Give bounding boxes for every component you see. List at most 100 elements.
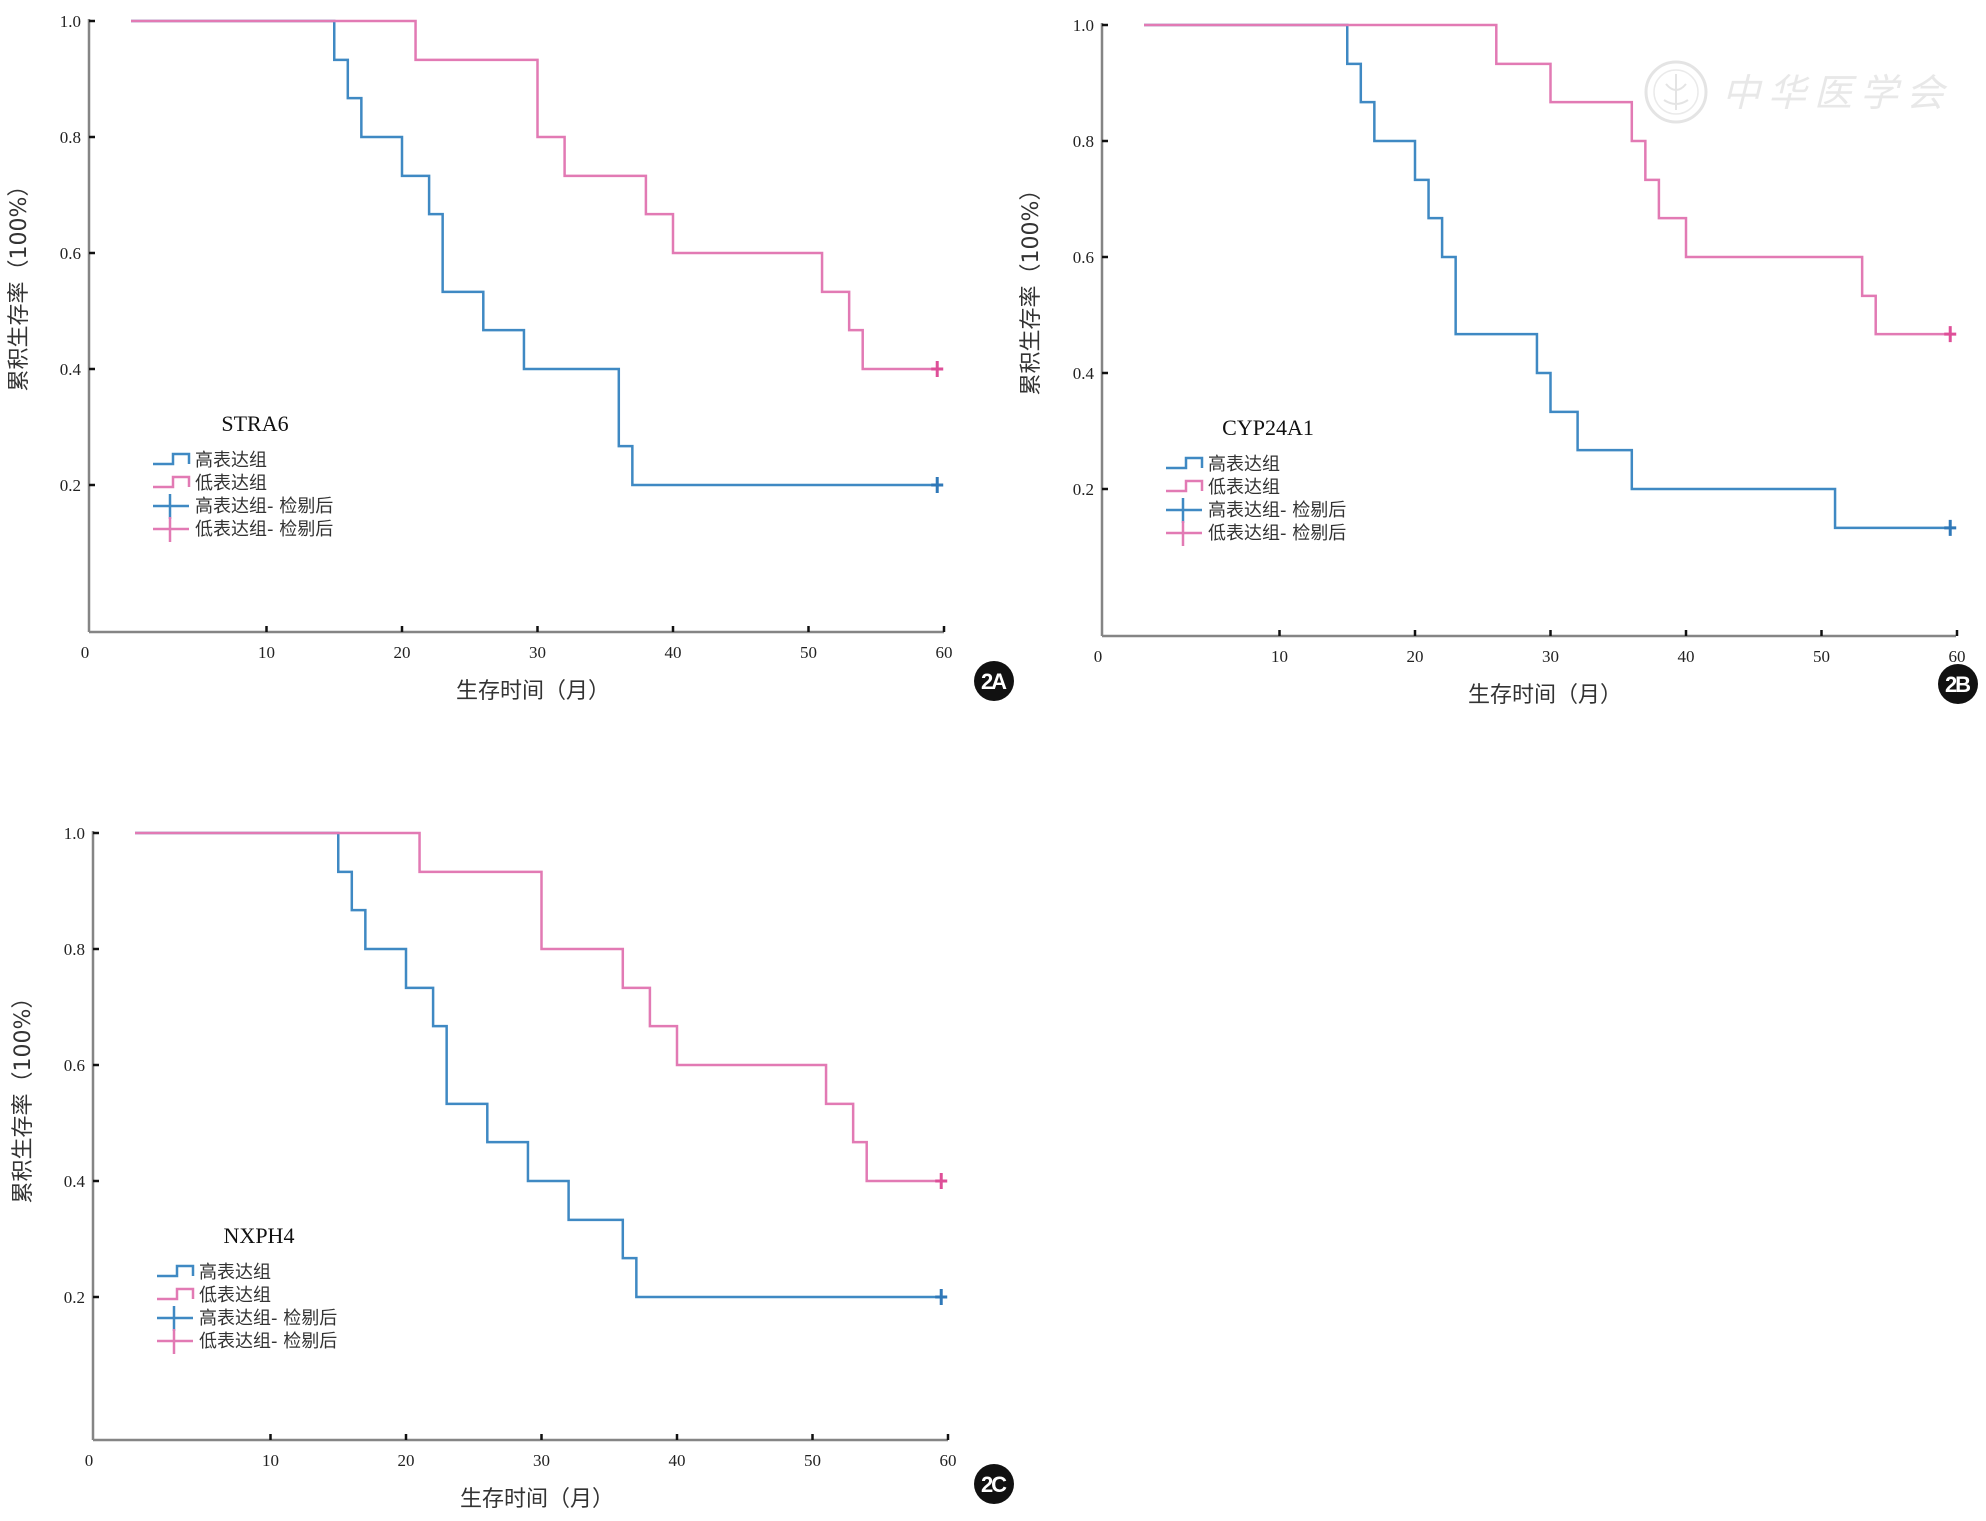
- x-tick-label: 30: [1542, 647, 1559, 666]
- x-tick-label: 10: [258, 643, 275, 662]
- x-axis-title: 生存时间（月）: [456, 679, 610, 704]
- y-tick-label: 0.6: [60, 244, 81, 263]
- panel-badge-label: 2C: [981, 1472, 1007, 1497]
- legend-label: 低表达组- 检剔后: [199, 1331, 337, 1352]
- panel-badge-label: 2A: [981, 669, 1007, 694]
- x-tick-label: 0: [1094, 647, 1103, 666]
- y-tick-label: 0.8: [60, 128, 81, 147]
- y-tick-label: 0.6: [1073, 248, 1094, 267]
- survival-curve-high: [1144, 23, 1951, 530]
- legend-line-low-icon: [1166, 479, 1204, 493]
- gene-title: CYP24A1: [1222, 415, 1314, 440]
- legend-censor-low-icon: [157, 1329, 193, 1354]
- watermark: 中华医学会: [1644, 60, 1952, 124]
- km-panel-2b: 0.2 0.4 0.6 0.8 1.0 0 10 20 30 40 50 60 生存时间（月） 累积生存率…: [1019, 16, 1978, 708]
- legend-label: 低表达组: [195, 473, 267, 494]
- km-panel-2c: 0.2 0.4 0.6 0.8 1.0 0 10 20 30 40 50 60 生存时间（月） 累积生存率…: [11, 824, 1014, 1512]
- legend-line-high-icon: [157, 1264, 195, 1278]
- x-tick-label: 60: [1949, 647, 1966, 666]
- legend-line-low-icon: [157, 1287, 195, 1301]
- panel-badge-circle: [1938, 664, 1978, 704]
- x-tick-label: 40: [1678, 647, 1695, 666]
- legend-line-high-icon: [153, 452, 191, 466]
- gene-title: STRA6: [221, 411, 288, 436]
- panel-badge-circle: [974, 661, 1014, 701]
- x-tick-label: 60: [940, 1451, 957, 1470]
- survival-curve-low: [135, 831, 942, 1183]
- legend-label: 高表达组- 检剔后: [199, 1308, 337, 1329]
- gene-title: NXPH4: [224, 1223, 295, 1248]
- y-tick-label: 0.4: [1073, 364, 1095, 383]
- x-axis-title: 生存时间（月）: [1468, 683, 1622, 708]
- legend-label: 高表达组- 检剔后: [195, 496, 333, 517]
- x-tick-label: 50: [800, 643, 817, 662]
- y-axis-title: 累积生存率（100%）: [7, 175, 32, 392]
- censor-mark-low: [1944, 326, 1957, 343]
- censor-mark-high: [931, 477, 944, 493]
- society-seal-icon: [1644, 60, 1708, 124]
- legend-label: 高表达组- 检剔后: [1208, 500, 1346, 521]
- x-tick-label: 20: [394, 643, 411, 662]
- panel-badge-circle: [974, 1464, 1014, 1504]
- x-tick-label: 20: [398, 1451, 415, 1470]
- y-tick-label: 0.2: [1073, 480, 1094, 499]
- legend-censor-high-icon: [1166, 498, 1202, 523]
- censor-mark-low: [935, 1173, 948, 1189]
- legend-line-high-icon: [1166, 456, 1204, 470]
- survival-curve-low: [1144, 23, 1951, 336]
- y-axis-title: 累积生存率（100%）: [1019, 179, 1044, 396]
- y-axis-title: 累积生存率（100%）: [11, 987, 36, 1204]
- survival-curve-high: [135, 831, 942, 1299]
- survival-curve-high: [131, 19, 938, 487]
- watermark-text: 中华医学会: [1722, 71, 1952, 115]
- legend-label: 高表达组: [1208, 454, 1280, 475]
- y-tick-label: 0.6: [64, 1056, 85, 1075]
- x-tick-label: 10: [1271, 647, 1288, 666]
- legend-label: 低表达组- 检剔后: [1208, 523, 1346, 544]
- censor-mark-low: [931, 361, 944, 377]
- y-tick-label: 0.2: [60, 476, 81, 495]
- x-tick-label: 40: [665, 643, 682, 662]
- legend-censor-low-icon: [153, 517, 189, 542]
- y-tick-label: 0.4: [64, 1172, 86, 1191]
- y-tick-label: 0.8: [64, 940, 85, 959]
- y-tick-label: 1.0: [64, 824, 85, 843]
- y-tick-label: 0.4: [60, 360, 82, 379]
- censor-mark-high: [1944, 519, 1957, 536]
- legend-censor-high-icon: [157, 1306, 193, 1331]
- censor-mark-high: [935, 1289, 948, 1305]
- x-tick-label: 30: [533, 1451, 550, 1470]
- panel-badge: 2A: [974, 661, 1014, 701]
- legend-label: 低表达组- 检剔后: [195, 519, 333, 540]
- y-tick-label: 0.8: [1073, 132, 1094, 151]
- legend-label: 高表达组: [195, 450, 267, 471]
- legend-label: 低表达组: [199, 1285, 271, 1306]
- legend-line-low-icon: [153, 475, 191, 489]
- x-tick-label: 10: [262, 1451, 279, 1470]
- legend-censor-high-icon: [153, 494, 189, 519]
- x-tick-label: 0: [85, 1451, 94, 1470]
- y-tick-label: 0.2: [64, 1288, 85, 1307]
- x-tick-label: 20: [1407, 647, 1424, 666]
- x-tick-label: 30: [529, 643, 546, 662]
- x-axis-title: 生存时间（月）: [460, 1487, 614, 1512]
- x-tick-label: 0: [81, 643, 90, 662]
- legend-censor-low-icon: [1166, 521, 1202, 546]
- panel-badge: 2C: [974, 1464, 1014, 1504]
- y-tick-label: 1.0: [1073, 16, 1094, 35]
- x-tick-label: 50: [1813, 647, 1830, 666]
- x-tick-label: 40: [669, 1451, 686, 1470]
- km-panel-2a: 0.2 0.4 0.6 0.8 1.0 0 10 20 30 40 50 60 生存时间（月） 累积生存率…: [7, 12, 1014, 704]
- panel-badge-label: 2B: [1945, 672, 1970, 697]
- x-tick-label: 60: [936, 643, 953, 662]
- panel-badge: 2B: [1938, 664, 1978, 704]
- x-tick-label: 50: [804, 1451, 821, 1470]
- y-tick-label: 1.0: [60, 12, 81, 31]
- survival-curve-low: [131, 19, 938, 371]
- legend-label: 低表达组: [1208, 477, 1280, 498]
- legend-label: 高表达组: [199, 1262, 271, 1283]
